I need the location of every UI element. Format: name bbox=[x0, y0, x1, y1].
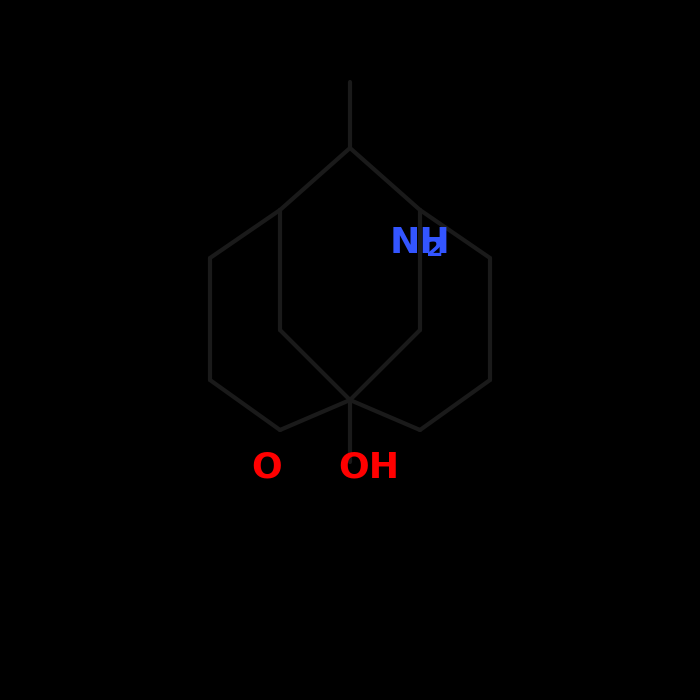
Text: O: O bbox=[251, 451, 282, 485]
Text: 2: 2 bbox=[426, 237, 443, 261]
Text: OH: OH bbox=[338, 451, 399, 485]
Text: NH: NH bbox=[390, 226, 451, 260]
